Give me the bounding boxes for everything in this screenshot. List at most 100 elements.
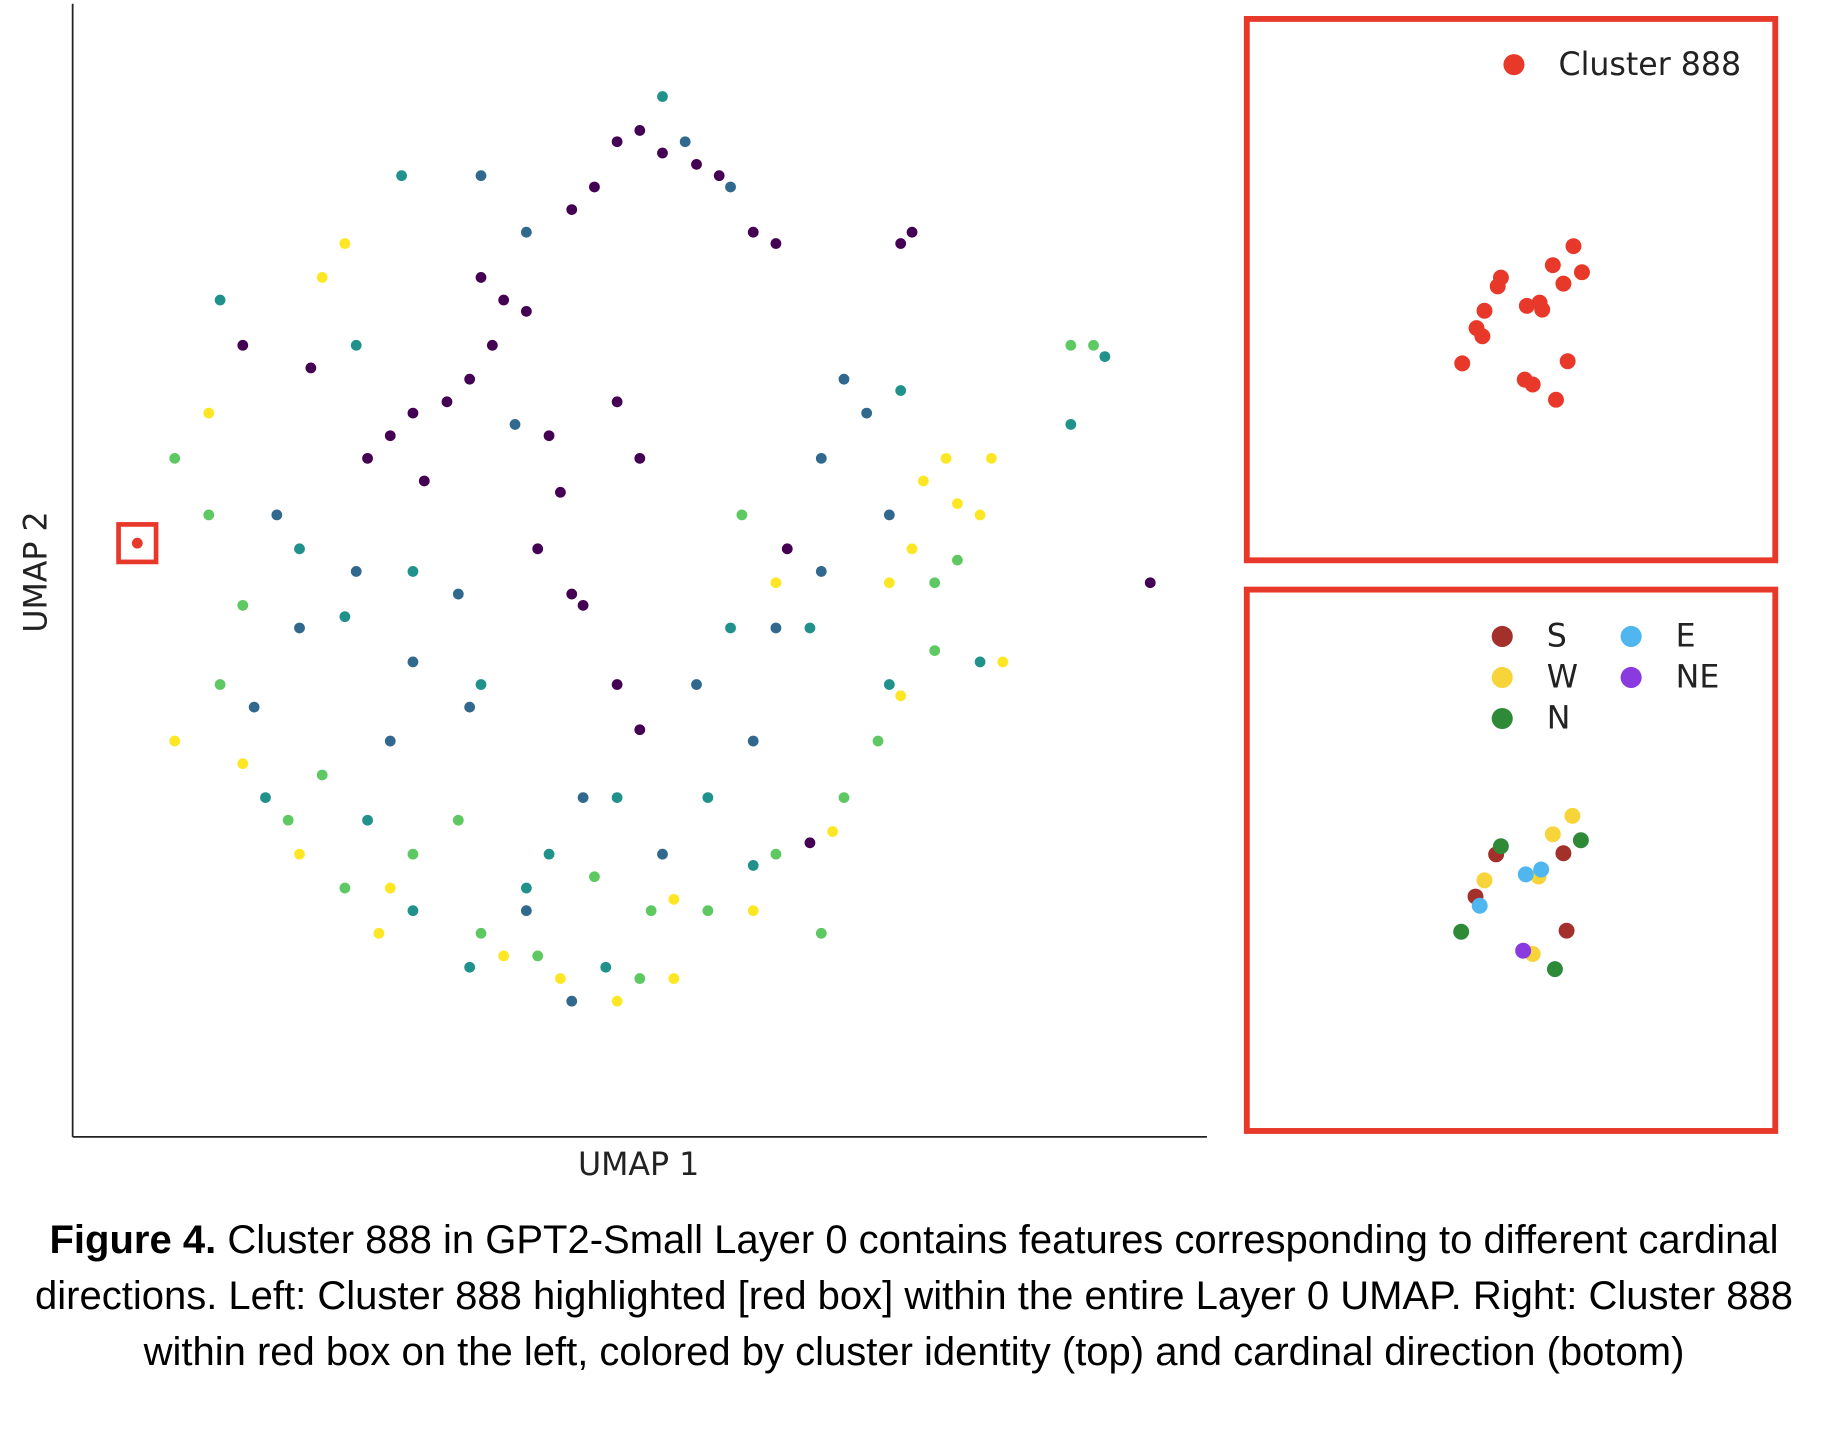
point <box>1088 339 1099 351</box>
point <box>1471 897 1488 914</box>
point <box>883 577 895 589</box>
point <box>294 543 305 555</box>
point <box>1544 826 1561 843</box>
legend-marker <box>1491 666 1513 689</box>
point <box>577 599 589 611</box>
point <box>815 927 827 939</box>
point <box>974 509 986 521</box>
point <box>611 396 623 408</box>
point <box>1515 942 1532 959</box>
legend-marker <box>1503 54 1525 76</box>
point <box>577 792 589 803</box>
panel-frame <box>1243 16 1779 564</box>
point <box>747 905 759 917</box>
point <box>1564 807 1581 824</box>
point <box>362 814 373 826</box>
point <box>1144 577 1156 589</box>
point <box>294 848 305 860</box>
point <box>555 973 566 984</box>
point <box>407 905 419 917</box>
point <box>815 566 827 577</box>
point <box>781 543 793 555</box>
point <box>1534 301 1551 318</box>
point <box>770 622 782 634</box>
point <box>736 509 748 521</box>
point <box>679 136 691 148</box>
point <box>1454 355 1471 372</box>
point <box>169 735 181 747</box>
point <box>1544 257 1561 274</box>
legend-label: NE <box>1676 660 1720 696</box>
point <box>1558 922 1575 939</box>
point <box>520 226 532 238</box>
point <box>1555 845 1572 862</box>
point <box>997 656 1009 668</box>
point <box>952 554 963 566</box>
point <box>305 362 317 374</box>
caption-label: Figure 4. <box>49 1218 217 1262</box>
point <box>895 690 907 702</box>
point <box>475 272 487 283</box>
point <box>838 373 850 385</box>
point <box>131 537 143 549</box>
point <box>464 701 476 713</box>
point <box>475 170 487 182</box>
point <box>838 792 850 803</box>
point <box>1573 264 1590 281</box>
point <box>1065 419 1077 430</box>
point <box>600 961 612 973</box>
point <box>237 339 249 351</box>
point <box>747 860 759 871</box>
point <box>589 181 600 193</box>
point <box>815 452 827 464</box>
point <box>1474 328 1491 345</box>
point <box>702 905 714 917</box>
point <box>316 769 328 781</box>
point <box>294 622 305 634</box>
point <box>350 566 362 577</box>
point <box>1453 923 1470 940</box>
point <box>1476 302 1493 319</box>
point <box>509 419 521 430</box>
point <box>441 396 453 408</box>
point <box>407 566 419 577</box>
point <box>464 961 476 973</box>
legend-label: W <box>1547 660 1578 696</box>
point <box>237 758 249 770</box>
point <box>1492 838 1509 855</box>
point <box>271 509 283 521</box>
point <box>248 701 260 713</box>
point <box>407 848 419 860</box>
point <box>668 893 680 905</box>
point <box>589 871 600 883</box>
point <box>237 599 249 611</box>
point <box>452 814 464 826</box>
point <box>520 905 532 917</box>
point <box>384 882 396 894</box>
point <box>611 136 623 148</box>
point <box>657 147 668 159</box>
caption: Figure 4. Cluster 888 in GPT2-Small Laye… <box>20 1212 1808 1380</box>
point <box>169 452 181 464</box>
point <box>316 272 328 283</box>
point <box>1099 351 1111 362</box>
point <box>555 486 566 498</box>
point <box>883 509 895 521</box>
point <box>827 826 839 837</box>
x-axis-label: UMAP 1 <box>578 1147 699 1183</box>
point <box>1065 339 1077 351</box>
point <box>339 611 351 623</box>
point <box>214 679 226 690</box>
point <box>486 339 498 351</box>
point <box>634 724 646 736</box>
point <box>498 950 510 962</box>
point <box>702 792 714 803</box>
legend-marker <box>1491 707 1513 730</box>
caption-text: Cluster 888 in GPT2-Small Layer 0 contai… <box>35 1218 1793 1374</box>
point <box>203 509 215 521</box>
point <box>917 475 929 487</box>
panel-frame <box>1243 586 1779 1134</box>
point <box>895 385 907 396</box>
point <box>464 373 476 385</box>
point <box>634 125 646 136</box>
